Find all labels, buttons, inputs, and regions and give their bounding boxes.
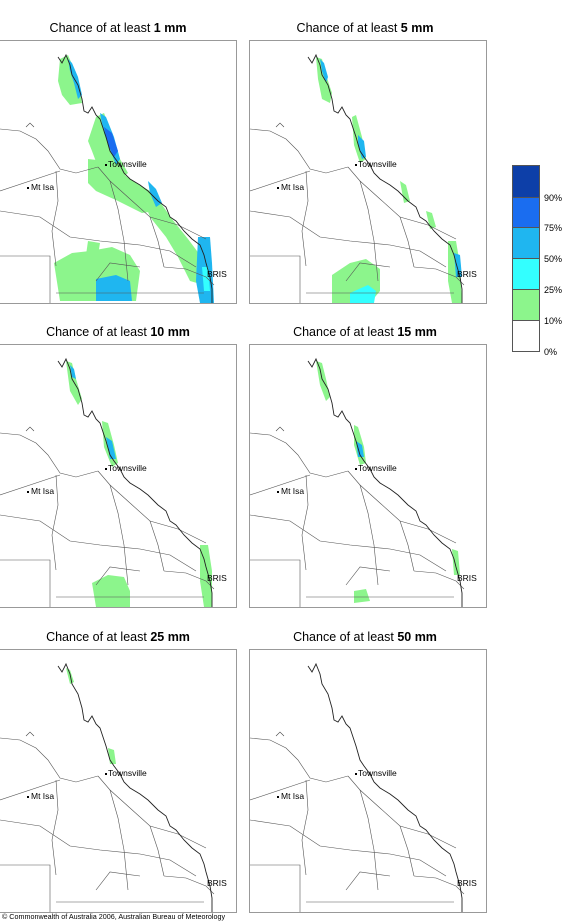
- borders-5mm: [250, 128, 465, 303]
- map-5mm: Townsville Mt Isa BRIS: [249, 40, 487, 304]
- place-bris: BRIS: [207, 573, 227, 583]
- legend-label-10: 10%: [544, 316, 563, 326]
- place-mt-isa: Mt Isa: [31, 791, 54, 801]
- panel-title-50mm: Chance of at least 50 mm: [293, 630, 437, 644]
- panel-title-5mm: Chance of at least 5 mm: [296, 21, 434, 35]
- legend-swatch-75: [512, 197, 540, 228]
- legend-swatch-50: [512, 227, 540, 259]
- rain-shading-10mm: [66, 361, 212, 607]
- rain-shading-25mm: [66, 668, 116, 764]
- panel-title-25mm: Chance of at least 25 mm: [46, 630, 190, 644]
- place-mt-isa: Mt Isa: [281, 791, 304, 801]
- legend-label-75: 75%: [544, 223, 563, 233]
- place-bris: BRIS: [207, 269, 227, 279]
- place-townsville: Townsville: [358, 159, 397, 169]
- legend-swatch-10: [512, 289, 540, 321]
- coastline-15mm: [307, 357, 463, 607]
- place-townsville: Townsville: [358, 463, 397, 473]
- legend-swatch-0: [512, 320, 540, 352]
- place-townsville: Townsville: [108, 463, 147, 473]
- place-mt-isa: Mt Isa: [281, 182, 304, 192]
- coastline-50mm: [307, 662, 463, 912]
- place-townsville: Townsville: [108, 768, 147, 778]
- rain-shading-5mm: [316, 57, 462, 303]
- map-1mm: Townsville Mt Isa BRIS: [0, 40, 237, 304]
- map-10mm: Townsville Mt Isa BRIS: [0, 344, 237, 608]
- legend-label-0: 0%: [544, 347, 558, 357]
- borders-1mm: [0, 128, 215, 303]
- borders-10mm: [0, 432, 215, 607]
- panel-title-1mm: Chance of at least 1 mm: [49, 21, 187, 35]
- map-25mm: Townsville Mt Isa BRIS: [0, 649, 237, 913]
- borders-50mm: [250, 737, 465, 912]
- probability-legend: 90% 75% 50% 25% 10% 0%: [512, 165, 570, 360]
- legend-label-25: 25%: [544, 285, 563, 295]
- panel-title-10mm: Chance of at least 10 mm: [46, 325, 190, 339]
- place-bris: BRIS: [457, 269, 477, 279]
- coastline-5mm: [307, 53, 463, 303]
- place-bris: BRIS: [457, 878, 477, 888]
- coastline-1mm: [57, 53, 213, 303]
- map-50mm: Townsville Mt Isa BRIS: [249, 649, 487, 913]
- map-15mm: Townsville Mt Isa BRIS: [249, 344, 487, 608]
- place-townsville: Townsville: [358, 768, 397, 778]
- copyright-notice: © Commonwealth of Australia 2006, Austra…: [2, 912, 226, 921]
- legend-label-90: 90%: [544, 193, 563, 203]
- place-mt-isa: Mt Isa: [31, 182, 54, 192]
- place-mt-isa: Mt Isa: [281, 486, 304, 496]
- rain-shading-15mm: [316, 361, 460, 603]
- place-bris: BRIS: [457, 573, 477, 583]
- place-mt-isa: Mt Isa: [31, 486, 54, 496]
- coastline-10mm: [57, 357, 213, 607]
- legend-swatch-90: [512, 165, 540, 198]
- coastline-25mm: [57, 662, 213, 912]
- borders-25mm: [0, 737, 215, 912]
- rain-shading-1mm: [54, 55, 214, 303]
- legend-label-50: 50%: [544, 254, 563, 264]
- borders-15mm: [250, 432, 465, 607]
- legend-swatch-25: [512, 258, 540, 290]
- place-townsville: Townsville: [108, 159, 147, 169]
- place-bris: BRIS: [207, 878, 227, 888]
- panel-title-15mm: Chance of at least 15 mm: [293, 325, 437, 339]
